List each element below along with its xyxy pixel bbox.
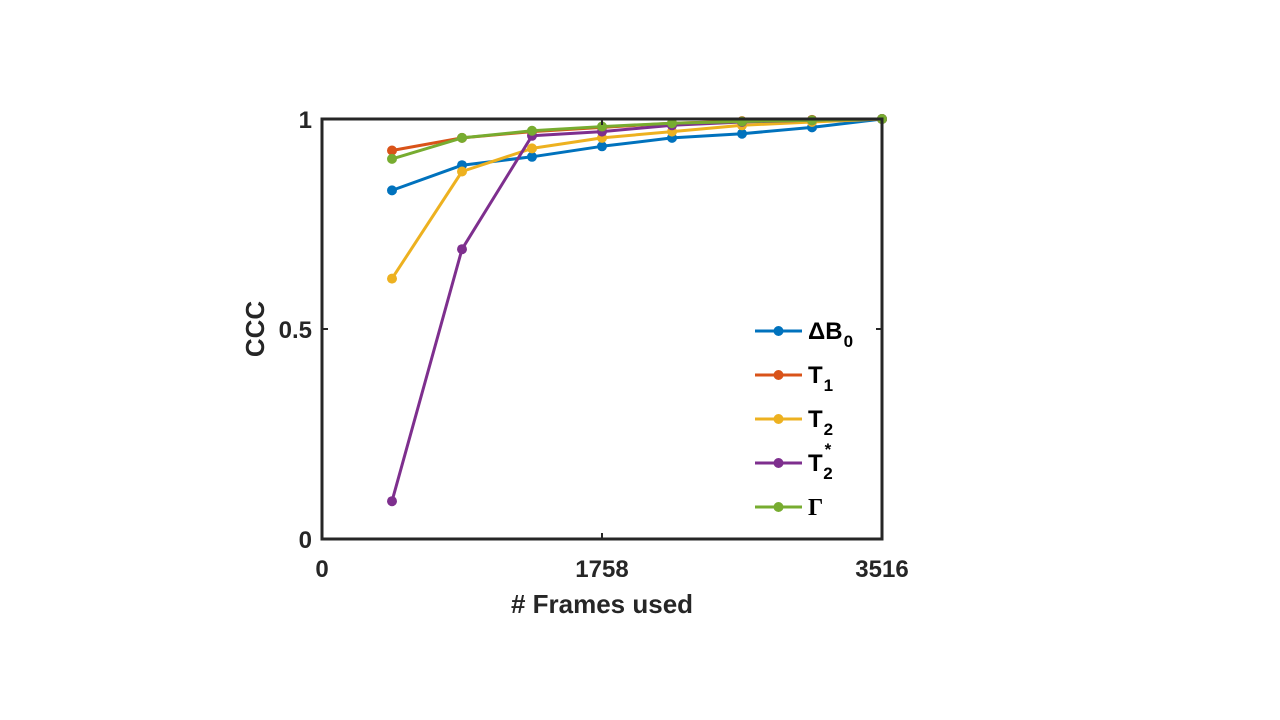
legend-swatch-marker: [773, 502, 784, 512]
y-tick-label: 1: [299, 107, 312, 134]
data-point: [597, 141, 607, 152]
series-Γ: [387, 114, 887, 164]
legend-label: T* 2: [808, 440, 833, 483]
legend-swatch-marker: [773, 458, 784, 468]
x-axis-title: # Frames used: [511, 589, 693, 619]
x-tick-label: 3516: [855, 556, 908, 583]
data-point: [387, 273, 397, 284]
x-tick-label: 0: [315, 556, 328, 583]
plot-area-frame: [320, 117, 884, 541]
legend: ΔB0 T1 T2T* 2 Γ: [755, 318, 853, 521]
series-line: [390, 117, 883, 502]
legend-swatch-marker: [773, 370, 784, 380]
y-tick-label: 0: [299, 527, 312, 554]
legend-item: ΔB0: [755, 318, 853, 351]
legend-item: T1: [755, 362, 833, 395]
data-point: [737, 128, 747, 139]
legend-swatch-marker: [773, 414, 784, 424]
y-tick-label: 0.5: [279, 317, 312, 344]
legend-swatch-marker: [773, 326, 784, 336]
data-point: [457, 244, 467, 255]
series-layer: [387, 114, 887, 507]
series-line: [391, 117, 883, 192]
data-point: [597, 121, 607, 132]
data-point: [457, 166, 467, 177]
data-point: [387, 145, 397, 156]
axis-ticks: 0 1758 3516 0 0.5 1: [279, 107, 909, 583]
data-point: [667, 118, 677, 129]
y-axis-title: CCC: [240, 301, 270, 358]
data-point: [387, 496, 397, 507]
legend-label: Γ: [808, 495, 823, 521]
data-point: [387, 185, 397, 196]
legend-item: T2: [755, 406, 833, 439]
x-tick-label: 1758: [575, 556, 628, 583]
data-point: [527, 125, 537, 136]
legend-item: Γ: [755, 495, 823, 521]
series-line: [390, 117, 883, 280]
legend-label: T2: [808, 406, 833, 439]
data-point: [527, 151, 537, 162]
legend-label: ΔB0: [808, 318, 853, 351]
legend-label: T1: [808, 362, 833, 395]
legend-item: T* 2: [755, 440, 833, 483]
data-point: [387, 153, 397, 164]
data-point: [527, 143, 537, 154]
data-point: [457, 132, 467, 143]
